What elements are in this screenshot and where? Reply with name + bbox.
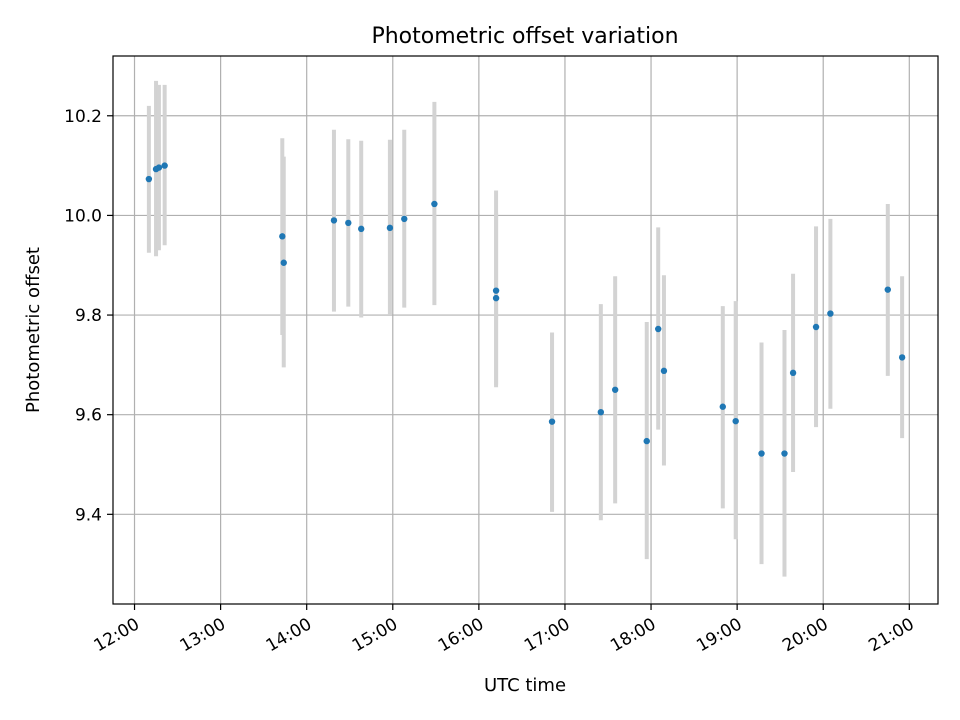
- data-point: [280, 259, 287, 266]
- data-point: [758, 450, 765, 457]
- y-tick-label: 10.2: [64, 107, 102, 127]
- x-tick-label: 19:00: [693, 614, 745, 656]
- x-tick-label: 18:00: [607, 614, 659, 656]
- x-tick-label: 15:00: [349, 614, 401, 656]
- data-point: [611, 386, 619, 393]
- data-point: [492, 287, 500, 294]
- data-point: [431, 200, 438, 208]
- data-point: [884, 286, 891, 293]
- y-axis-label: Photometric offset: [23, 247, 44, 413]
- data-point: [781, 450, 788, 457]
- data-point: [279, 233, 286, 240]
- data-point: [660, 367, 668, 375]
- data-point: [827, 310, 834, 317]
- y-tick-label: 9.4: [75, 505, 102, 525]
- data-point: [358, 225, 365, 233]
- x-tick-label: 21:00: [865, 614, 917, 656]
- x-tick-label: 20:00: [779, 614, 831, 656]
- data-point: [386, 224, 394, 232]
- data-point: [492, 294, 500, 302]
- x-tick-label: 14:00: [263, 614, 315, 656]
- point-layer: [145, 162, 906, 457]
- x-axis-label: UTC time: [484, 675, 566, 696]
- chart-title: Photometric offset variation: [371, 24, 678, 49]
- y-tick-label: 10.0: [64, 206, 102, 226]
- data-point: [898, 354, 906, 361]
- grid-layer: [113, 56, 938, 604]
- data-point: [719, 403, 726, 410]
- x-tick-label: 17:00: [521, 614, 573, 656]
- x-tick-label: 16:00: [435, 614, 487, 656]
- data-point: [330, 217, 338, 224]
- data-point: [732, 417, 739, 425]
- y-tick-label: 9.6: [75, 406, 102, 426]
- data-point: [155, 164, 163, 171]
- plot-background: [113, 56, 938, 604]
- data-point: [643, 437, 650, 445]
- data-point: [401, 215, 408, 223]
- data-point: [161, 162, 168, 169]
- plot-frame: [112, 55, 939, 605]
- data-point: [145, 175, 153, 183]
- y-tick-label: 9.8: [75, 306, 102, 326]
- x-tick-label: 13:00: [177, 614, 229, 656]
- data-point: [548, 418, 556, 425]
- data-point: [597, 409, 605, 416]
- x-tick-label: 12:00: [91, 614, 143, 656]
- data-point: [345, 219, 352, 227]
- data-point: [789, 369, 797, 377]
- data-point: [655, 325, 662, 333]
- data-point: [812, 323, 820, 331]
